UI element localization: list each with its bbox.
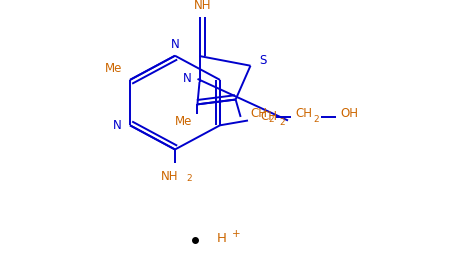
Text: 2: 2 — [314, 115, 319, 124]
Text: CH: CH — [260, 110, 277, 123]
Text: CH: CH — [251, 107, 268, 120]
Text: S: S — [259, 54, 266, 67]
Text: H: H — [217, 232, 227, 245]
Text: 2: 2 — [186, 174, 192, 183]
Text: 2: 2 — [279, 118, 284, 127]
Text: +: + — [232, 229, 241, 239]
Text: NH: NH — [194, 0, 211, 12]
Text: N: N — [113, 119, 121, 132]
Text: N: N — [170, 38, 179, 50]
Text: OH: OH — [340, 107, 359, 120]
Text: N: N — [183, 73, 192, 85]
Text: CH: CH — [296, 107, 312, 120]
Text: Me: Me — [106, 62, 123, 75]
Text: 2: 2 — [269, 115, 274, 124]
Text: Me: Me — [175, 115, 192, 128]
Text: NH: NH — [161, 170, 179, 183]
